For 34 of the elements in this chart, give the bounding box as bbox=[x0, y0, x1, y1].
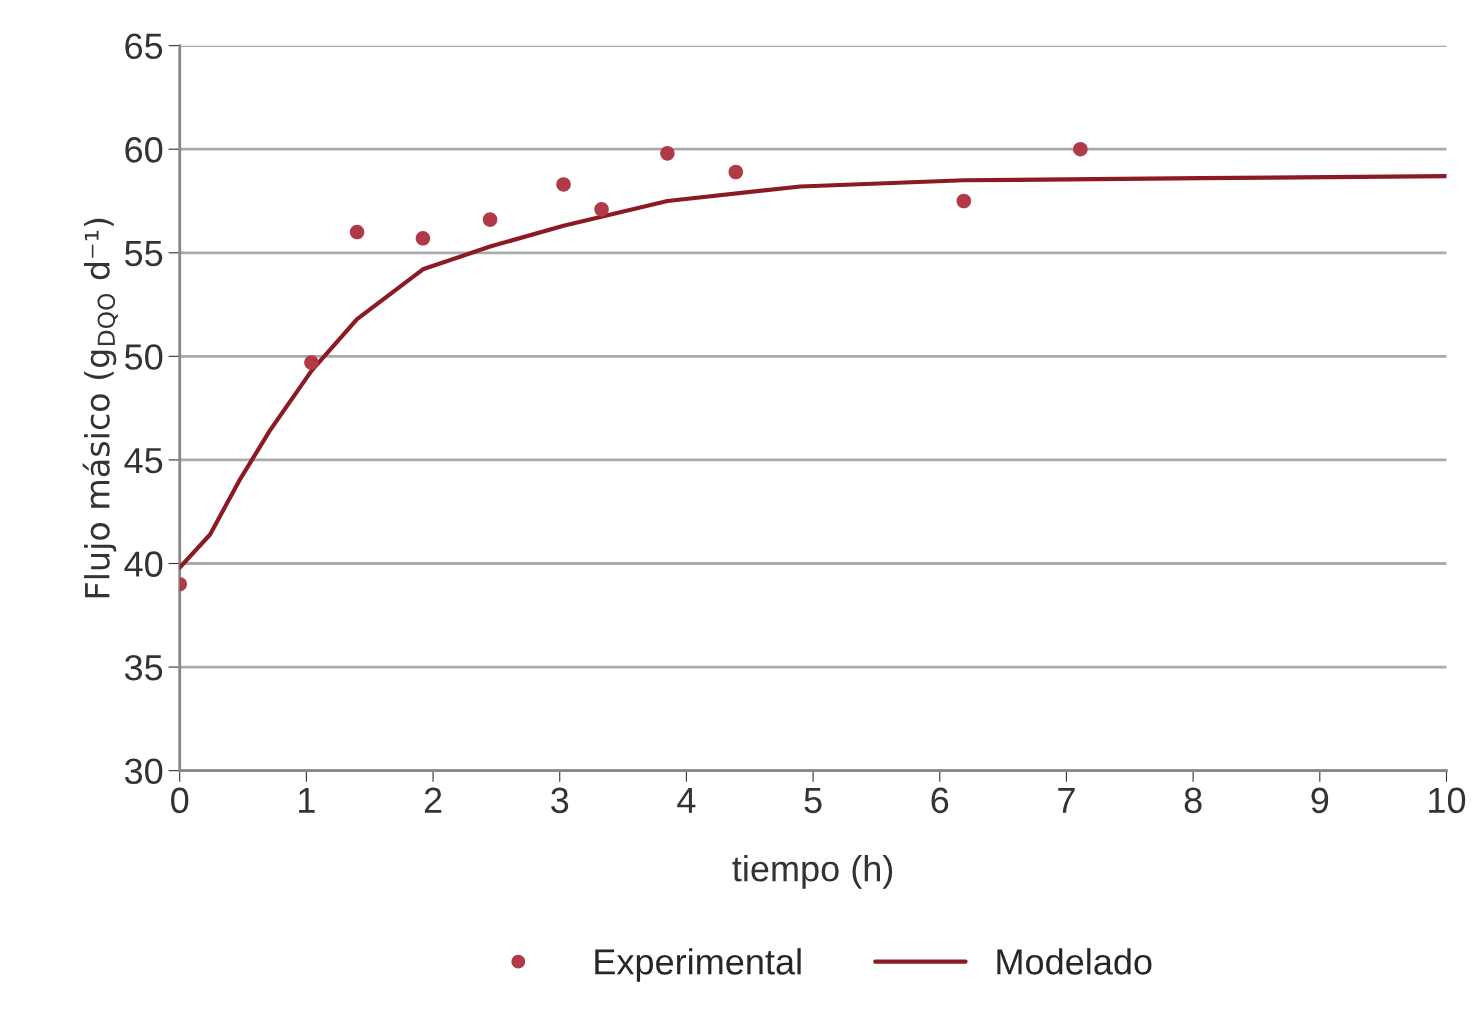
legend-label: Experimental bbox=[595, 948, 801, 982]
legend-label: Modelado bbox=[997, 948, 1152, 975]
point bbox=[304, 355, 319, 370]
x-tick-label: 1 bbox=[299, 787, 315, 813]
x-tick-label: 5 bbox=[804, 787, 822, 814]
x-tick-label: 10 bbox=[1429, 787, 1466, 814]
x-tick-label: 8 bbox=[1184, 787, 1202, 814]
point bbox=[956, 193, 972, 209]
x-axis-title: tiempo (h) bbox=[732, 855, 893, 889]
x-tick-label: 7 bbox=[1058, 787, 1075, 813]
point bbox=[728, 164, 744, 180]
y-tick-label: 55 bbox=[125, 241, 163, 267]
x-tick-label: 4 bbox=[677, 787, 696, 813]
y-tick-label: 60 bbox=[125, 137, 163, 163]
point bbox=[349, 224, 365, 240]
x-tick-label: 2 bbox=[424, 787, 442, 813]
y-tick-label: 40 bbox=[124, 551, 163, 577]
y-tick-label: 30 bbox=[124, 758, 163, 785]
point bbox=[556, 177, 571, 192]
x-tick-label: 6 bbox=[931, 787, 949, 814]
point bbox=[660, 146, 675, 161]
line-series bbox=[179, 174, 1447, 570]
y-tick-label: 35 bbox=[124, 654, 163, 681]
point bbox=[1073, 141, 1088, 157]
point bbox=[594, 201, 609, 217]
point bbox=[482, 212, 498, 227]
x-tick-label: 0 bbox=[171, 787, 189, 814]
y-tick-label: 45 bbox=[124, 448, 163, 474]
y-tick-label: 65 bbox=[125, 33, 163, 60]
point bbox=[415, 230, 431, 246]
x-tick-label: 9 bbox=[1311, 787, 1329, 814]
y-tick-label: 50 bbox=[125, 344, 163, 370]
x-tick-label: 3 bbox=[551, 787, 569, 814]
y-axis-title: Flujo másico (g$_{DQO}$ d⁻¹) bbox=[82, 218, 118, 598]
